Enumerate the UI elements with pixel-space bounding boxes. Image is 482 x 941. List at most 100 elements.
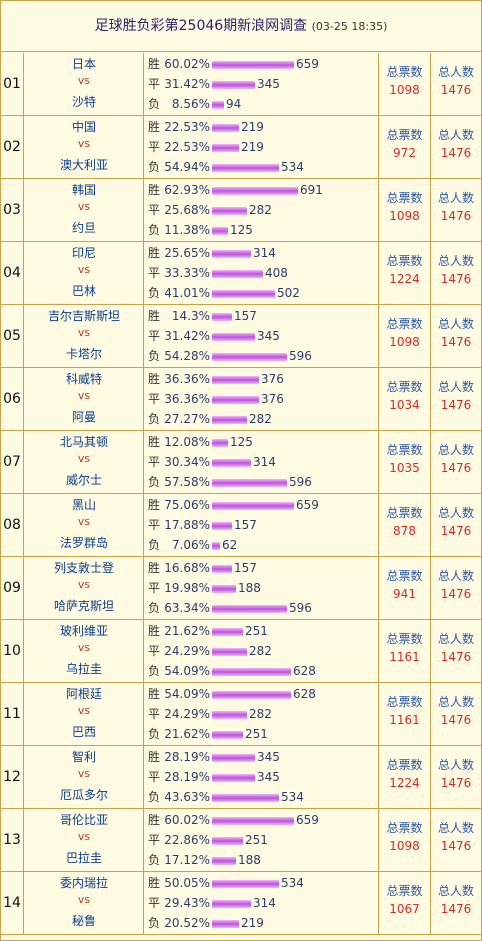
- vote-bar: [212, 332, 255, 341]
- odds-percent: 54.09%: [164, 687, 210, 701]
- odds-line-win: 胜 36.36% 376: [148, 370, 284, 388]
- away-team[interactable]: 秘鲁: [71, 914, 96, 928]
- total-people-value: 1476: [440, 398, 472, 412]
- odds-line-draw: 平 33.33% 408: [148, 264, 288, 282]
- home-team[interactable]: 日本: [71, 57, 96, 71]
- odds-line-draw: 平 25.68% 282: [148, 201, 272, 219]
- home-team[interactable]: 智利: [71, 750, 96, 764]
- vs-label: vs: [77, 704, 91, 717]
- away-team[interactable]: 卡塔尔: [65, 347, 102, 361]
- teams-cell: 阿根廷 vs 巴西: [24, 683, 144, 745]
- odds-line-lose: 负 54.09% 628: [148, 662, 316, 680]
- table-row: 04 印尼 vs 巴林 胜 25.65% 314 平 33.33% 408 负 41.01…: [1, 242, 481, 305]
- vote-bar: [212, 60, 294, 69]
- total-people-cell: 总人数 1476: [431, 305, 481, 367]
- odds-line-lose: 负 27.27% 282: [148, 410, 272, 428]
- vote-count: 188: [238, 853, 261, 867]
- odds-percent: 63.34%: [164, 601, 210, 615]
- home-team[interactable]: 印尼: [71, 246, 96, 260]
- odds-percent: 75.06%: [164, 498, 210, 512]
- total-votes-value: 1161: [389, 713, 420, 727]
- away-team[interactable]: 沙特: [71, 95, 96, 109]
- away-team[interactable]: 乌拉圭: [65, 662, 102, 676]
- odds-label: 平: [148, 77, 161, 91]
- odds-label: 平: [148, 770, 161, 784]
- odds-line-lose: 负 54.94% 534: [148, 158, 304, 176]
- away-team[interactable]: 巴西: [71, 725, 96, 739]
- match-number: 01: [1, 53, 24, 115]
- teams-cell: 哥伦比亚 vs 巴拉圭: [24, 809, 144, 871]
- odds-percent: 20.52%: [164, 916, 210, 930]
- home-team[interactable]: 科威特: [65, 372, 102, 386]
- vote-count: 345: [257, 770, 280, 784]
- vote-count: 691: [300, 183, 323, 197]
- teams-cell: 委内瑞拉 vs 秘鲁: [24, 872, 144, 934]
- odds-percent: 30.34%: [164, 455, 210, 469]
- home-team[interactable]: 阿根廷: [65, 687, 102, 701]
- odds-percent: 22.86%: [164, 833, 210, 847]
- odds-cell: 胜 21.62% 251 平 24.29% 282 负 54.09% 628: [144, 620, 379, 682]
- away-team[interactable]: 阿曼: [71, 410, 96, 424]
- home-team[interactable]: 黑山: [71, 498, 96, 512]
- odds-line-lose: 负 57.58% 596: [148, 473, 312, 491]
- away-team[interactable]: 巴拉圭: [65, 851, 102, 865]
- total-people-cell: 总人数 1476: [431, 179, 481, 241]
- vote-bar: [212, 501, 294, 510]
- match-number: 08: [1, 494, 24, 556]
- vote-bar: [212, 773, 255, 782]
- home-team[interactable]: 列支敦士登: [53, 561, 114, 575]
- odds-percent: 14.3%: [171, 309, 210, 323]
- vote-count: 628: [293, 664, 316, 678]
- odds-label: 胜: [148, 120, 161, 134]
- vote-count: 314: [253, 246, 276, 260]
- odds-label: 胜: [148, 183, 161, 197]
- odds-line-draw: 平 31.42% 345: [148, 75, 280, 93]
- away-team[interactable]: 哈萨克斯坦: [53, 599, 114, 613]
- odds-line-win: 胜 62.93% 691: [148, 181, 323, 199]
- home-team[interactable]: 北马其顿: [59, 435, 108, 449]
- vote-count: 282: [249, 707, 272, 721]
- vote-count: 157: [234, 309, 257, 323]
- vote-count: 596: [289, 475, 312, 489]
- table-row: 06 科威特 vs 阿曼 胜 36.36% 376 平 36.36% 376 负 27.2…: [1, 368, 481, 431]
- vote-count: 157: [234, 561, 257, 575]
- away-team[interactable]: 澳大利亚: [59, 158, 108, 172]
- odds-line-draw: 平 17.88% 157: [148, 516, 257, 534]
- home-team[interactable]: 韩国: [71, 183, 96, 197]
- home-team[interactable]: 吉尔吉斯斯坦: [47, 309, 120, 323]
- vote-count: 659: [296, 498, 319, 512]
- away-team[interactable]: 约旦: [71, 221, 96, 235]
- odds-percent: 24.29%: [164, 644, 210, 658]
- away-team[interactable]: 法罗群岛: [59, 536, 108, 550]
- vote-bar: [212, 753, 255, 762]
- odds-line-win: 胜 14.3% 157: [148, 307, 257, 325]
- total-people-cell: 总人数 1476: [431, 53, 481, 115]
- total-people-value: 1476: [440, 776, 472, 790]
- odds-label: 胜: [148, 309, 161, 323]
- vote-count: 188: [238, 581, 261, 595]
- title-text: 足球胜负彩第25046期新浪网调查: [94, 18, 308, 34]
- odds-cell: 胜 16.68% 157 平 19.98% 188 负 63.34% 596: [144, 557, 379, 619]
- home-team[interactable]: 玻利维亚: [59, 624, 108, 638]
- odds-label: 胜: [148, 435, 161, 449]
- odds-label: 胜: [148, 561, 161, 575]
- away-team[interactable]: 巴林: [71, 284, 96, 298]
- vote-bar: [212, 836, 243, 845]
- match-number: 13: [1, 809, 24, 871]
- total-votes-label: 总票数: [386, 506, 423, 520]
- odds-label: 负: [148, 601, 161, 615]
- total-votes-label: 总票数: [386, 191, 423, 205]
- away-team[interactable]: 厄瓜多尔: [59, 788, 108, 802]
- home-team[interactable]: 委内瑞拉: [59, 876, 108, 890]
- vote-count: 314: [253, 455, 276, 469]
- vote-bar: [212, 730, 243, 739]
- vote-count: 345: [257, 750, 280, 764]
- home-team[interactable]: 中国: [71, 120, 96, 134]
- survey-date: (03-25 18:35): [311, 20, 388, 33]
- home-team[interactable]: 哥伦比亚: [59, 813, 108, 827]
- vote-bar: [212, 919, 239, 928]
- odds-line-win: 胜 22.53% 219: [148, 118, 264, 136]
- away-team[interactable]: 威尔士: [65, 473, 102, 487]
- odds-label: 平: [148, 140, 161, 154]
- odds-label: 负: [148, 97, 161, 111]
